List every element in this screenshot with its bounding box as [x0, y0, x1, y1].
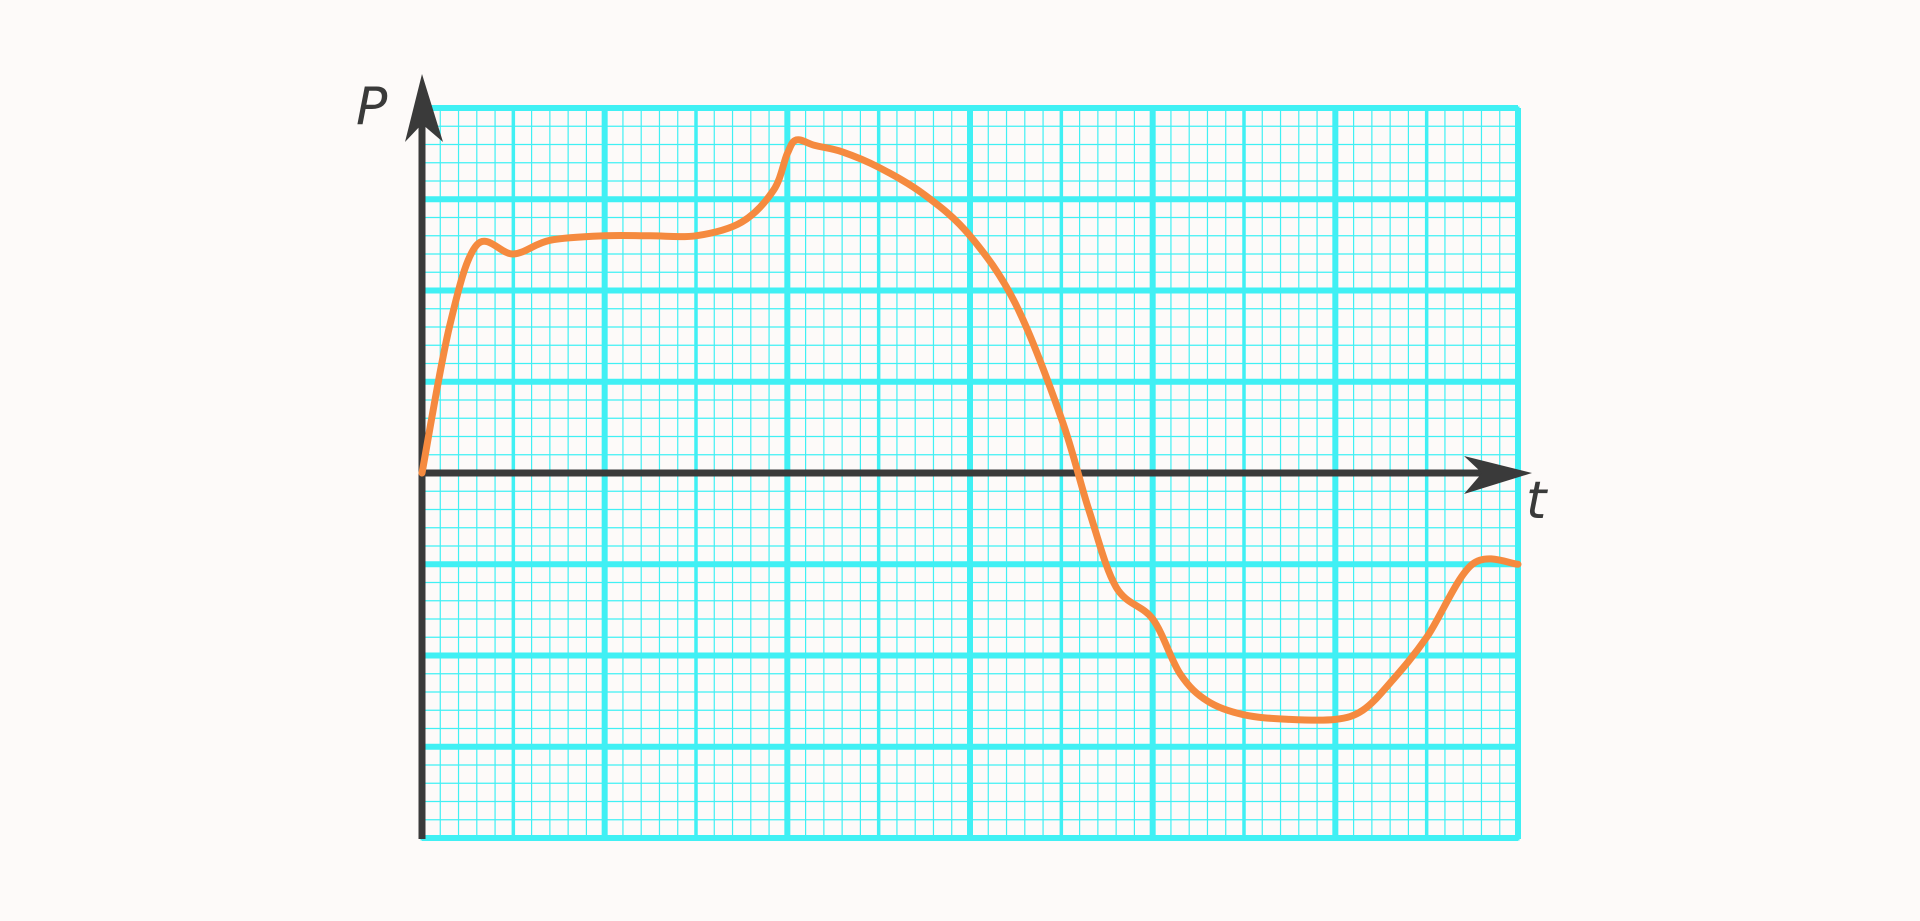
y-axis-label: P: [356, 77, 388, 137]
x-axis-arrowhead: [1464, 456, 1532, 494]
x-axis-label: t: [1526, 471, 1548, 531]
data-curve: [418, 136, 1522, 724]
y-axis-arrowhead: [405, 74, 443, 142]
